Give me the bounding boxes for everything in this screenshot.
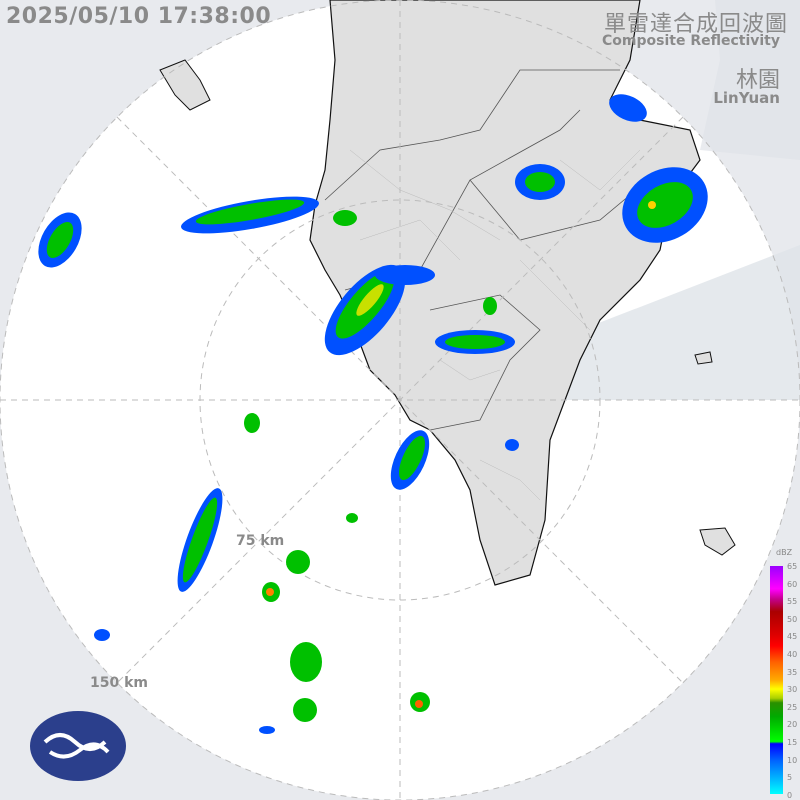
station-en: LinYuan bbox=[713, 89, 780, 107]
legend-colorbar bbox=[770, 566, 783, 794]
legend-tick: 40 bbox=[787, 650, 798, 659]
land-taiwan bbox=[309, 0, 701, 586]
legend-tick: 60 bbox=[787, 579, 798, 589]
title-en: Composite Reflectivity bbox=[602, 33, 780, 49]
ring-label-75: 75 km bbox=[236, 533, 285, 549]
legend-tick: 65 bbox=[787, 562, 798, 571]
island-lanyu bbox=[699, 527, 736, 556]
legend-tick: 0 bbox=[787, 790, 793, 800]
radar-echoes bbox=[38, 94, 708, 734]
legend-tick: 50 bbox=[787, 614, 798, 624]
timestamp: 2025/05/10 17:38:00 bbox=[6, 4, 272, 29]
island-penghu bbox=[159, 59, 211, 111]
legend-tick: 10 bbox=[787, 755, 798, 765]
station-zh: 林園 bbox=[735, 68, 780, 93]
legend-tick: 35 bbox=[787, 667, 798, 677]
legend-tick: 55 bbox=[787, 597, 798, 607]
title-zh: 單雷達合成回波圖 bbox=[603, 12, 788, 37]
legend-tick: 25 bbox=[787, 702, 798, 712]
legend-tick: 20 bbox=[787, 720, 798, 730]
cwa-logo bbox=[30, 711, 126, 781]
legend-tick: 30 bbox=[787, 685, 798, 695]
legend-unit: dBZ bbox=[776, 548, 793, 557]
island-ludao bbox=[694, 351, 713, 365]
ring-label-150: 150 km bbox=[90, 675, 148, 691]
legend-tick: 5 bbox=[787, 773, 793, 783]
legend-tick: 45 bbox=[787, 632, 798, 642]
legend-tick: 15 bbox=[787, 738, 798, 747]
